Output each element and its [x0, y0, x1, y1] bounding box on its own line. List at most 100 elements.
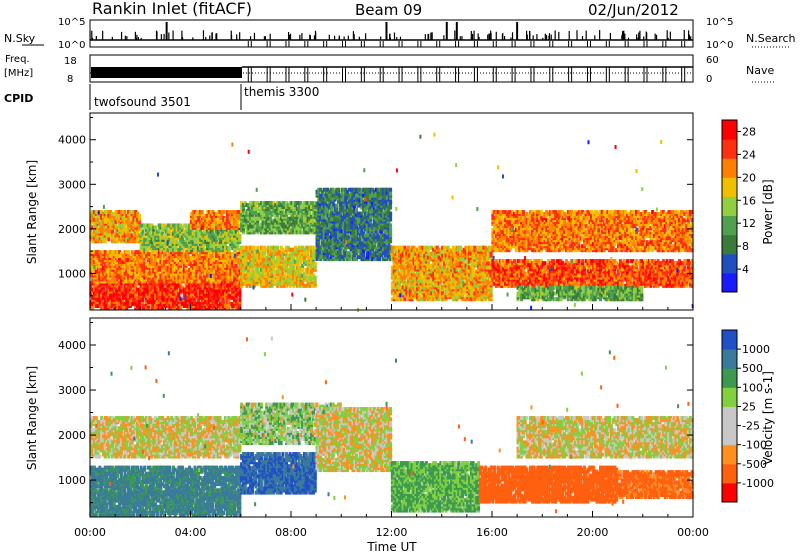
- heatmap-cell: [134, 287, 138, 292]
- heatmap-cell: [173, 281, 177, 286]
- heatmap-cell: [355, 207, 359, 212]
- heatmap-cell: [94, 297, 98, 302]
- heatmap-cell: [128, 277, 132, 282]
- heatmap-cell: [103, 304, 107, 309]
- heatmap-cell: [150, 285, 154, 290]
- heatmap-cell: [112, 301, 116, 306]
- heatmap-cell: [89, 287, 93, 292]
- heatmap-cell: [132, 285, 136, 290]
- heatmap-cell: [184, 281, 188, 286]
- heatmap-cell: [154, 295, 158, 300]
- heatmap-cell: [234, 281, 238, 286]
- heatmap-cell: [136, 273, 140, 278]
- heatmap-cell: [218, 295, 222, 300]
- heatmap-cell: [195, 293, 199, 298]
- heatmap-cell: [177, 295, 181, 300]
- heatmap-cell: [128, 267, 132, 272]
- heatmap-cell: [191, 283, 195, 288]
- heatmap-cell: [171, 289, 175, 294]
- heatmap-cell: [198, 291, 202, 296]
- heatmap-cell: [170, 306, 174, 311]
- heatmap-cell: [195, 283, 199, 288]
- heatmap-cell: [193, 293, 197, 298]
- heatmap-cell: [161, 301, 165, 306]
- heatmap-cell: [193, 291, 197, 296]
- heatmap-cell: [128, 295, 132, 300]
- heatmap-cell: [132, 291, 136, 296]
- heatmap-cell: [206, 287, 210, 292]
- heatmap-cell: [213, 301, 217, 306]
- heatmap-cell: [220, 293, 224, 298]
- heatmap-cell: [154, 287, 158, 292]
- heatmap-cell: [232, 291, 236, 296]
- heatmap-cell: [137, 306, 141, 311]
- heatmap-cell: [132, 257, 136, 262]
- heatmap-cell: [127, 304, 131, 309]
- heatmap-cell: [231, 252, 235, 257]
- heatmap-cell: [218, 301, 222, 306]
- heatmap-cell: [311, 245, 315, 250]
- heatmap-cell: [166, 287, 170, 292]
- heatmap-cell: [112, 297, 116, 302]
- heatmap-cell: [211, 299, 215, 304]
- heatmap-cell: [238, 291, 242, 296]
- heatmap-cell: [141, 250, 145, 255]
- heatmap-cell: [157, 291, 161, 296]
- heatmap-cell: [101, 277, 105, 282]
- heatmap-cell: [91, 267, 95, 272]
- heatmap-cell: [220, 287, 224, 292]
- heatmap-cell: [114, 291, 118, 296]
- heatmap-cell: [145, 295, 149, 300]
- heatmap-cell: [139, 297, 143, 302]
- heatmap-cell: [207, 295, 211, 300]
- heatmap-cell: [162, 291, 166, 296]
- heatmap-cell: [146, 285, 150, 290]
- heatmap-cell: [98, 289, 102, 294]
- heatmap-cell: [155, 304, 159, 309]
- heatmap-cell: [202, 295, 206, 300]
- heatmap-cell: [128, 285, 132, 290]
- heatmap-cell: [204, 297, 208, 302]
- heatmap-cell: [215, 285, 219, 290]
- heatmap-cell: [223, 285, 227, 290]
- heatmap-cell: [209, 287, 213, 292]
- heatmap-cell: [159, 301, 163, 306]
- heatmap-cell: [137, 250, 141, 255]
- heatmap-cell: [211, 223, 215, 228]
- heatmap-cell: [145, 283, 149, 288]
- heatmap-cell: [223, 304, 227, 309]
- heatmap-cell: [101, 289, 105, 294]
- heatmap-cell: [112, 299, 116, 304]
- heatmap-cell: [123, 283, 127, 288]
- heatmap-cell: [150, 297, 154, 302]
- heatmap-cell: [128, 301, 132, 306]
- heatmap-cell: [161, 281, 165, 286]
- heatmap-cell: [207, 306, 211, 311]
- heatmap-cell: [96, 269, 100, 274]
- heatmap-cell: [114, 250, 118, 255]
- heatmap-cell: [121, 306, 125, 311]
- heatmap-cell: [188, 295, 192, 300]
- heatmap-cell: [119, 279, 123, 284]
- heatmap-cell: [170, 293, 174, 298]
- heatmap-cell: [112, 291, 116, 296]
- heatmap-cell: [141, 291, 145, 296]
- heatmap-cell: [227, 289, 231, 294]
- heatmap-cell: [200, 283, 204, 288]
- heatmap-cell: [256, 267, 260, 272]
- heatmap-cell: [188, 304, 192, 309]
- heatmap-cell: [204, 289, 208, 294]
- heatmap-cell: [114, 299, 118, 304]
- heatmap-cell: [162, 293, 166, 298]
- heatmap-cell: [116, 306, 120, 311]
- heatmap-cell: [118, 250, 122, 255]
- heatmap-cell: [123, 287, 127, 292]
- heatmap-cell: [182, 297, 186, 302]
- heatmap-cell: [157, 297, 161, 302]
- heatmap-cell: [116, 250, 120, 255]
- heatmap-cell: [98, 291, 102, 296]
- heatmap-cell: [207, 299, 211, 304]
- heatmap-cell: [170, 283, 174, 288]
- heatmap-cell: [209, 304, 213, 309]
- heatmap-cell: [125, 289, 129, 294]
